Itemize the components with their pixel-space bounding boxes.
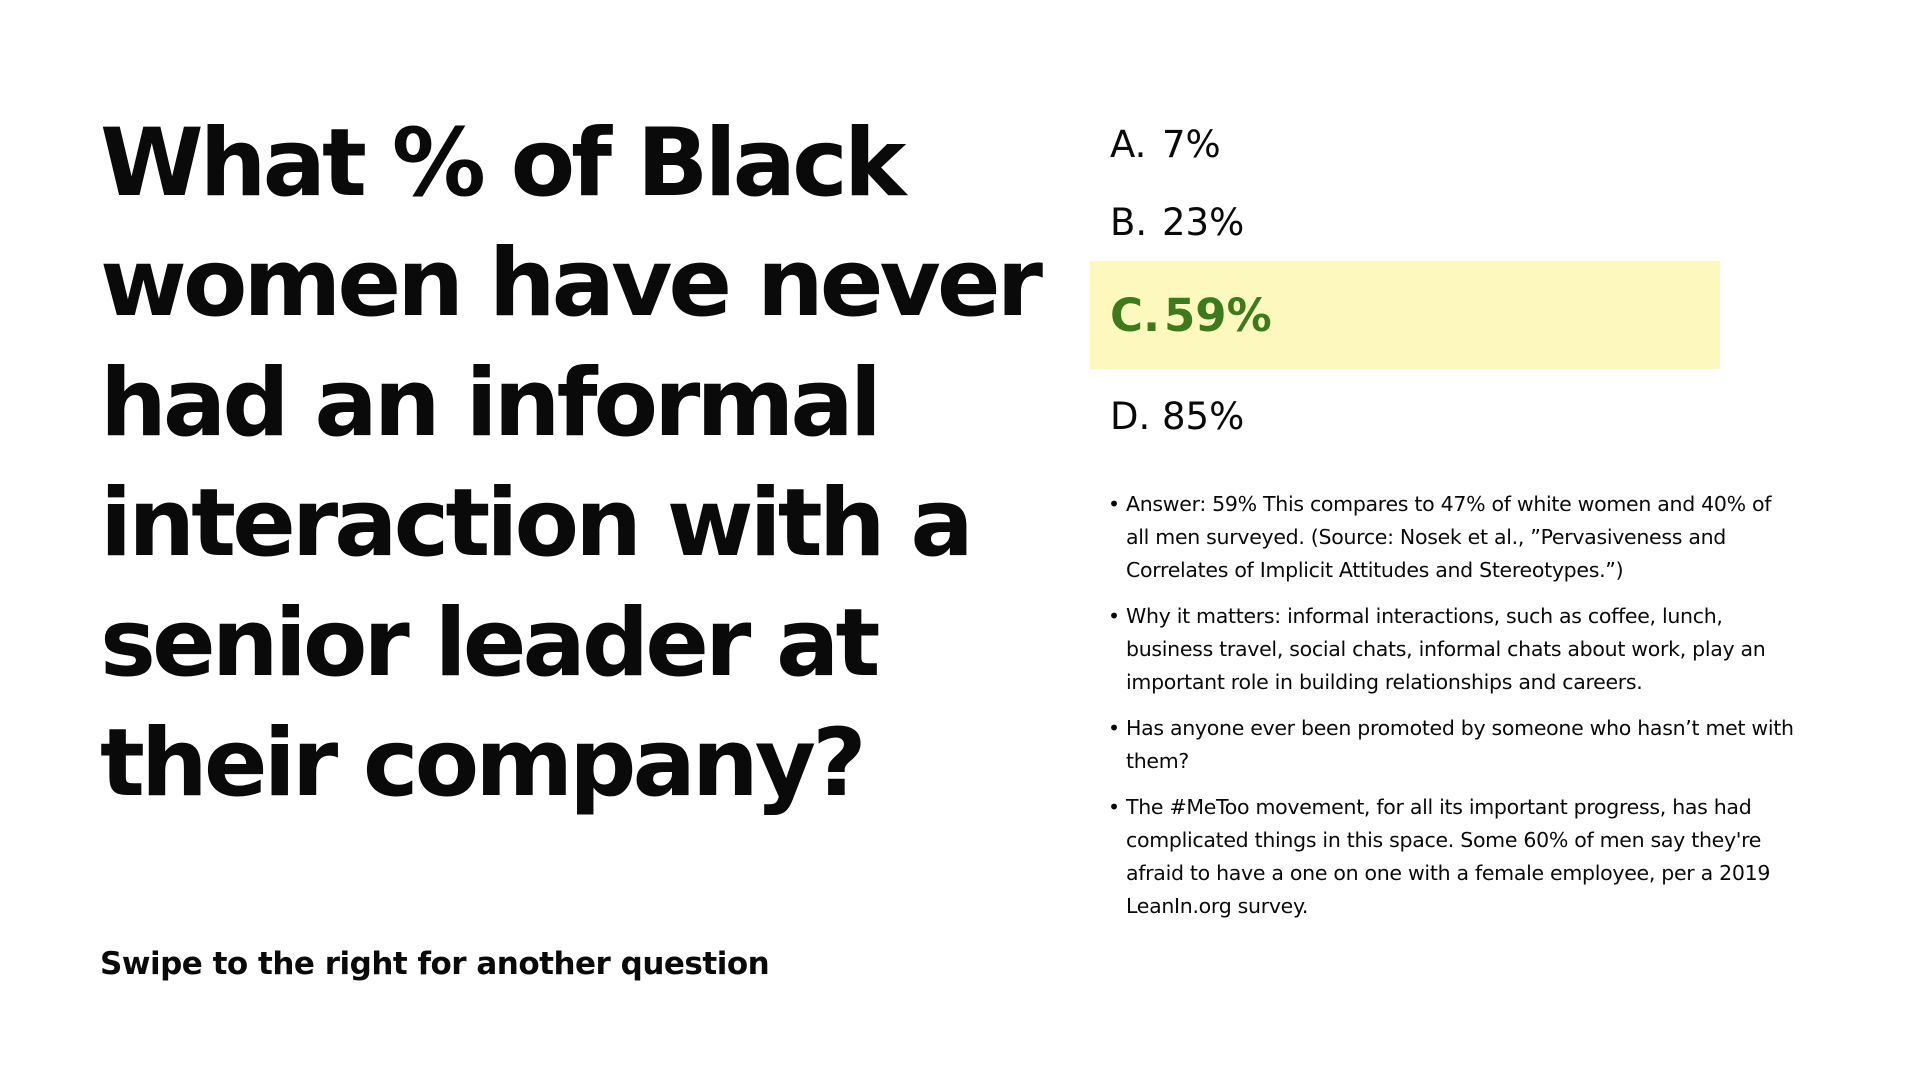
option-letter: D. xyxy=(1110,394,1151,438)
note-why-it-matters: • Why it matters: informal interactions,… xyxy=(1108,600,1798,699)
explanation-notes: • Answer: 59% This compares to 47% of wh… xyxy=(1108,488,1798,936)
option-letter: C. xyxy=(1110,288,1161,342)
note-text: Why it matters: informal interactions, s… xyxy=(1126,604,1766,694)
option-c-correct[interactable]: C. 59% xyxy=(1090,261,1720,369)
answer-options: A. 7% B. 23% C. 59% D. 85% xyxy=(1090,105,1720,455)
option-a[interactable]: A. 7% xyxy=(1090,105,1720,183)
option-b[interactable]: B. 23% xyxy=(1090,183,1720,261)
bullet-marker: • xyxy=(1108,716,1120,740)
option-value: 59% xyxy=(1164,288,1272,342)
note-text: The #MeToo movement, for all its importa… xyxy=(1126,795,1771,918)
option-letter: A. xyxy=(1110,122,1147,166)
option-letter: B. xyxy=(1110,200,1148,244)
swipe-hint: Swipe to the right for another question xyxy=(100,946,770,982)
note-answer: • Answer: 59% This compares to 47% of wh… xyxy=(1108,488,1798,587)
bullet-marker: • xyxy=(1108,795,1120,819)
option-value: 7% xyxy=(1162,122,1221,166)
note-text: Has anyone ever been promoted by someone… xyxy=(1126,716,1794,773)
note-metoo: • The #MeToo movement, for all its impor… xyxy=(1108,791,1798,923)
note-text: Answer: 59% This compares to 47% of whit… xyxy=(1126,492,1772,582)
question-title: What % of Black women have never had an … xyxy=(100,109,1043,818)
option-value: 85% xyxy=(1162,394,1245,438)
option-value: 23% xyxy=(1162,200,1245,244)
bullet-marker: • xyxy=(1108,604,1120,628)
note-promotion-question: • Has anyone ever been promoted by someo… xyxy=(1108,712,1798,778)
option-d[interactable]: D. 85% xyxy=(1090,377,1720,455)
bullet-marker: • xyxy=(1108,492,1120,516)
